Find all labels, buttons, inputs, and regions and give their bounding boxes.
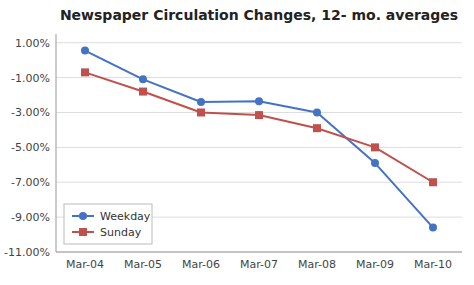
point [81, 68, 89, 76]
x-tick-label: Mar-07 [240, 258, 278, 271]
point [371, 159, 379, 167]
grid-line [56, 182, 462, 183]
y-axis [56, 34, 57, 252]
point [139, 88, 147, 96]
point [255, 111, 263, 119]
y-tick-label: -9.00% [11, 211, 50, 224]
point [371, 143, 379, 151]
x-tick-label: Mar-05 [124, 258, 162, 271]
chart: Newspaper Circulation Changes, 12- mo. a… [0, 0, 474, 285]
x-tick-label: Mar-06 [182, 258, 220, 271]
y-tick-label: -3.00% [11, 106, 50, 119]
point [429, 178, 437, 186]
point [313, 124, 321, 132]
line [85, 51, 433, 228]
x-tick-label: Mar-08 [298, 258, 336, 271]
point [255, 97, 263, 105]
x-tick-label: Mar-09 [356, 258, 394, 271]
line [85, 72, 433, 182]
legend-label: Weekday [100, 210, 151, 223]
y-tick-label: -1.00% [11, 72, 50, 85]
grid-line [56, 42, 462, 43]
point [139, 75, 147, 83]
y-tick-label: -5.00% [11, 141, 50, 154]
x-tick-label: Mar-10 [414, 258, 452, 271]
point [429, 224, 437, 232]
x-axis [56, 252, 462, 253]
series [81, 68, 437, 186]
legend-marker [79, 228, 87, 236]
grid-line [56, 147, 462, 148]
point [197, 98, 205, 106]
x-tick-label: Mar-04 [66, 258, 104, 271]
grid [56, 43, 462, 252]
legend-box [64, 204, 152, 244]
title: Newspaper Circulation Changes, 12- mo. a… [60, 7, 458, 23]
y-tick-label: 1.00% [15, 37, 50, 50]
point [313, 108, 321, 116]
point [81, 47, 89, 55]
grid-line [56, 77, 462, 78]
grid-line [56, 252, 462, 253]
legend-label: Sunday [100, 226, 142, 239]
y-tick-label: -11.00% [4, 246, 50, 259]
legend: Weekday Sunday [64, 204, 152, 244]
legend-marker [79, 212, 87, 220]
y-tick-label: -7.00% [11, 176, 50, 189]
point [197, 108, 205, 116]
